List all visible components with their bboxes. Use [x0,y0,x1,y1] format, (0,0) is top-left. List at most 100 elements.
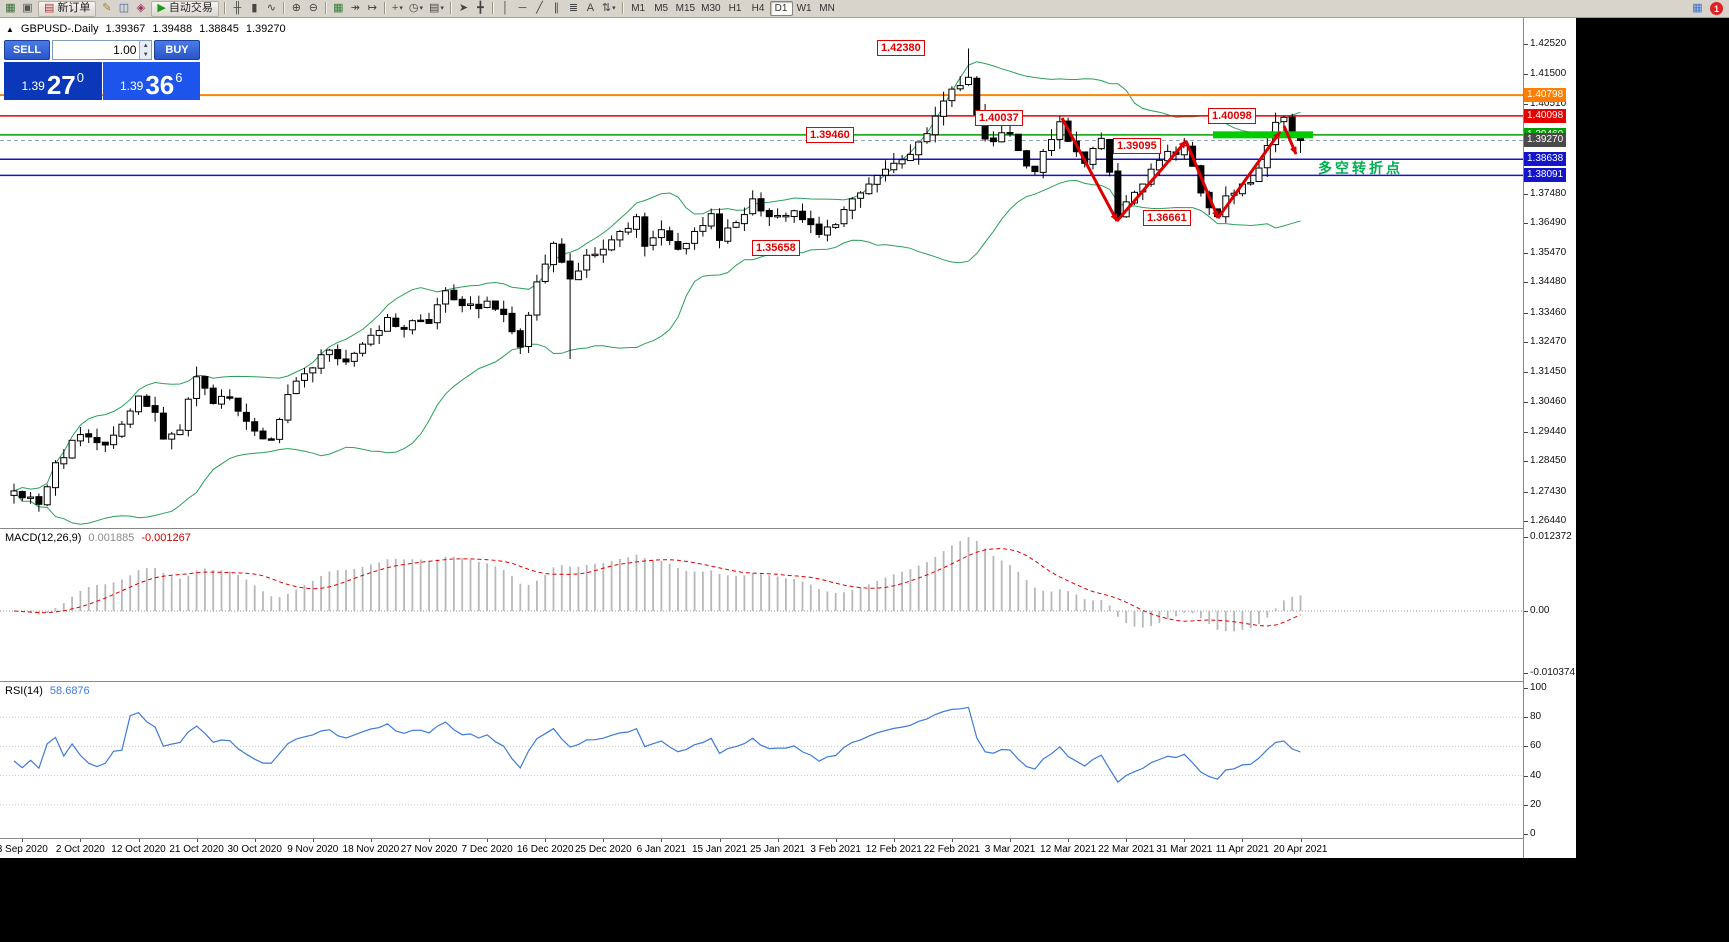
turning-point-label[interactable]: 多空转折点 [1318,160,1403,176]
date-axis-label: 27 Nov 2020 [400,844,458,855]
metaeditor-button[interactable]: ✎ [98,1,115,17]
date-axis-label: 12 Mar 2021 [1040,844,1097,855]
price-scale-tick: 1.35470 [1524,248,1566,258]
panel-divider[interactable] [0,528,1576,529]
new-chart-icon: ▦ [5,2,16,14]
symbol-name: GBPUSD-.Daily [20,23,99,35]
main-chart-canvas[interactable] [0,18,1523,528]
navigator-icon: ◈ [136,2,146,14]
date-axis-label: 18 Nov 2020 [342,844,400,855]
timeframe-h1-button[interactable]: H1 [728,2,742,14]
vertical-line-button[interactable]: │ [497,1,514,17]
buy-button[interactable]: BUY [154,40,200,60]
timeframe-m1-button[interactable]: M1 [631,2,646,14]
macd-title: MACD(12,26,9) [5,532,82,544]
tile-windows-icon: ▦ [333,2,344,14]
timeframe-m5-button[interactable]: M5 [654,2,669,14]
autotrading-button[interactable]: ▶ 自动交易 [151,0,219,17]
date-axis-tick [719,839,721,842]
auto-scroll-icon: ↠ [350,2,360,14]
price-annotation[interactable]: 1.35658 [752,239,800,256]
volume-down-button[interactable]: ▼ [140,50,151,59]
date-axis-label: 9 Nov 2020 [287,844,339,855]
trendline-button[interactable]: ╱ [531,1,548,17]
date-axis-label: 3 Sep 2020 [0,844,48,855]
caret-down-icon: ▾ [419,5,423,12]
new-order-button[interactable]: ▤ 新订单 [38,0,97,17]
horizontal-line-button[interactable]: ─ [514,1,531,17]
price-scale-tick: 1.33460 [1524,307,1566,318]
one-click-collapse-icon[interactable]: ▲ [6,24,14,34]
tile-windows-button[interactable]: ▦ [330,1,347,17]
text-tool-icon: A [586,2,595,14]
date-axis-tick [1300,839,1302,842]
navigator-button[interactable]: ◈ [132,1,149,17]
zigzag-arrows[interactable] [1060,117,1298,222]
auto-scroll-button[interactable]: ↠ [347,1,364,17]
bid-price-box[interactable]: 1.39 27 0 [4,62,102,100]
notification-badge[interactable]: 1 [1710,2,1723,15]
fibonacci-button[interactable]: ≣ [565,1,582,17]
price-annotation[interactable]: 1.40037 [975,109,1023,126]
date-axis-label: 15 Jan 2021 [691,844,748,855]
profiles-button[interactable]: ▣ [19,1,36,17]
templates-button[interactable]: ▤ ▾ [426,1,447,17]
date-axis-tick [429,839,430,842]
rsi-value: 58.6876 [49,685,90,697]
candlestick-chart-type-button[interactable]: ▮ [246,1,263,17]
bar-chart-type-button[interactable]: ╫ [229,1,246,17]
support-zone-band[interactable] [1213,131,1313,139]
date-axis-label: 31 Mar 2021 [1156,844,1213,855]
chart-window-button[interactable]: ▦ [1689,1,1706,17]
candles [10,48,1304,512]
price-annotation[interactable]: 1.39095 [1113,137,1161,154]
zoom-out-button[interactable]: ⊖ [305,1,322,17]
price-scale-tick: 40 [1524,770,1541,781]
periods-button[interactable]: ◷ ▾ [406,1,426,17]
cursor-button[interactable]: ➤ [455,1,472,17]
timeframe-w1-button[interactable]: W1 [796,2,812,14]
rsi-line [13,706,1301,783]
data-window-button[interactable]: ◫ [115,1,132,17]
date-axis-tick [370,839,372,842]
date-axis-label: 3 Feb 2021 [810,844,861,855]
price-annotation[interactable]: 1.42380 [877,40,925,57]
ask-sup: 6 [175,70,183,85]
volume-input[interactable] [53,41,140,59]
price-scale-tick: 0.012372 [1524,531,1572,542]
bar-chart-type-icon: ╫ [233,2,242,14]
chart-shift-button[interactable]: ↦ [364,1,381,17]
line-chart-type-button[interactable]: ∿ [263,1,280,17]
indicators-add-button[interactable]: + ▾ [389,1,406,17]
arrows-tool-button[interactable]: ⇅ ▾ [599,1,619,17]
zoom-in-button[interactable]: ⊕ [288,1,305,17]
ask-price-box[interactable]: 1.39 36 6 [102,62,200,100]
crosshair-button[interactable]: ╋ [472,1,489,17]
timeframe-m15-button[interactable]: M15 [675,2,696,14]
caret-down-icon: ▾ [399,5,403,12]
crosshair-icon: ╋ [477,2,484,14]
date-axis[interactable]: 3 Sep 2020 2 Oct 2020 12 Oct 2020 21 Oct 20… [0,838,1523,858]
price-annotation[interactable]: 1.39460 [806,126,854,143]
timeframe-d1-button[interactable]: D1 [769,1,793,16]
timeframe-mn-button[interactable]: MN [819,2,835,14]
equidistant-channel-button[interactable]: ∥ [548,1,565,17]
date-axis-label: 21 Oct 2020 [169,844,224,855]
price-scale[interactable]: 1.42520 1.41500 1.40510 1.37480 1.36490 1.354… [1523,18,1576,858]
sell-button[interactable]: SELL [4,40,50,60]
volume-up-button[interactable]: ▲ [140,41,151,50]
macd-signal-line [13,548,1301,627]
timeframe-h4-button[interactable]: H4 [751,2,765,14]
toolbar-separator [282,2,285,14]
price-annotation[interactable]: 1.36661 [1143,209,1191,226]
chart-shift-icon: ↦ [367,2,377,14]
text-tool-button[interactable]: A [582,1,599,17]
timeframe-m30-button[interactable]: M30 [701,2,721,14]
new-chart-button[interactable]: ▦ [2,1,19,17]
price-annotation[interactable]: 1.40098 [1208,107,1256,124]
vertical-line-icon: │ [501,2,509,14]
panel-divider[interactable] [0,681,1576,682]
rsi-panel-canvas[interactable] [0,682,1523,838]
profiles-icon: ▣ [22,2,33,14]
macd-panel-canvas[interactable] [0,529,1523,681]
